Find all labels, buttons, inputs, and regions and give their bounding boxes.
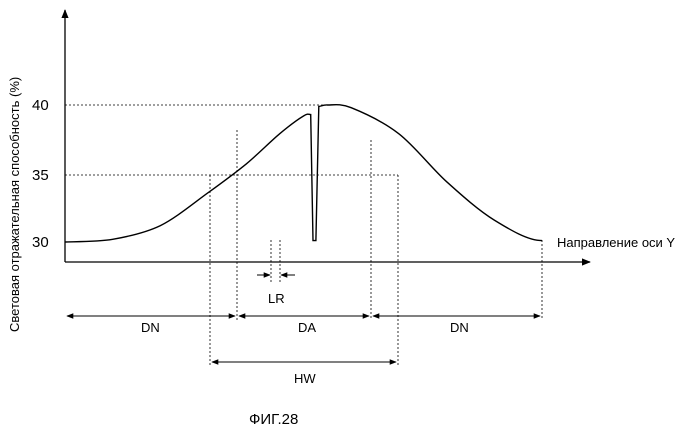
- ytick-30: 30: [32, 234, 49, 251]
- ytick-40: 40: [32, 97, 49, 114]
- x-axis-label: Направление оси Y: [557, 235, 675, 250]
- da-label: DA: [298, 320, 316, 335]
- dn-left-label: DN: [141, 320, 160, 335]
- lr-label: LR: [268, 291, 285, 306]
- y-axis-label: Световая отражательная способность (%): [7, 77, 22, 332]
- reflectance-curve: [65, 105, 542, 242]
- figure-caption: ФИГ.28: [249, 411, 298, 428]
- dn-right-label: DN: [450, 320, 469, 335]
- hw-label: HW: [294, 371, 316, 386]
- ytick-35: 35: [32, 167, 49, 184]
